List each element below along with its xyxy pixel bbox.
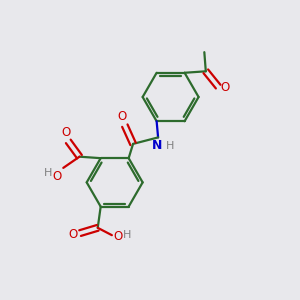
- Text: O: O: [61, 126, 70, 139]
- Text: N: N: [152, 140, 163, 152]
- Text: O: O: [220, 81, 230, 94]
- Text: O: O: [113, 230, 123, 243]
- Text: O: O: [68, 228, 78, 241]
- Text: H: H: [44, 168, 52, 178]
- Text: O: O: [118, 110, 127, 123]
- Text: H: H: [123, 230, 131, 240]
- Text: H: H: [166, 141, 175, 151]
- Text: O: O: [52, 169, 62, 183]
